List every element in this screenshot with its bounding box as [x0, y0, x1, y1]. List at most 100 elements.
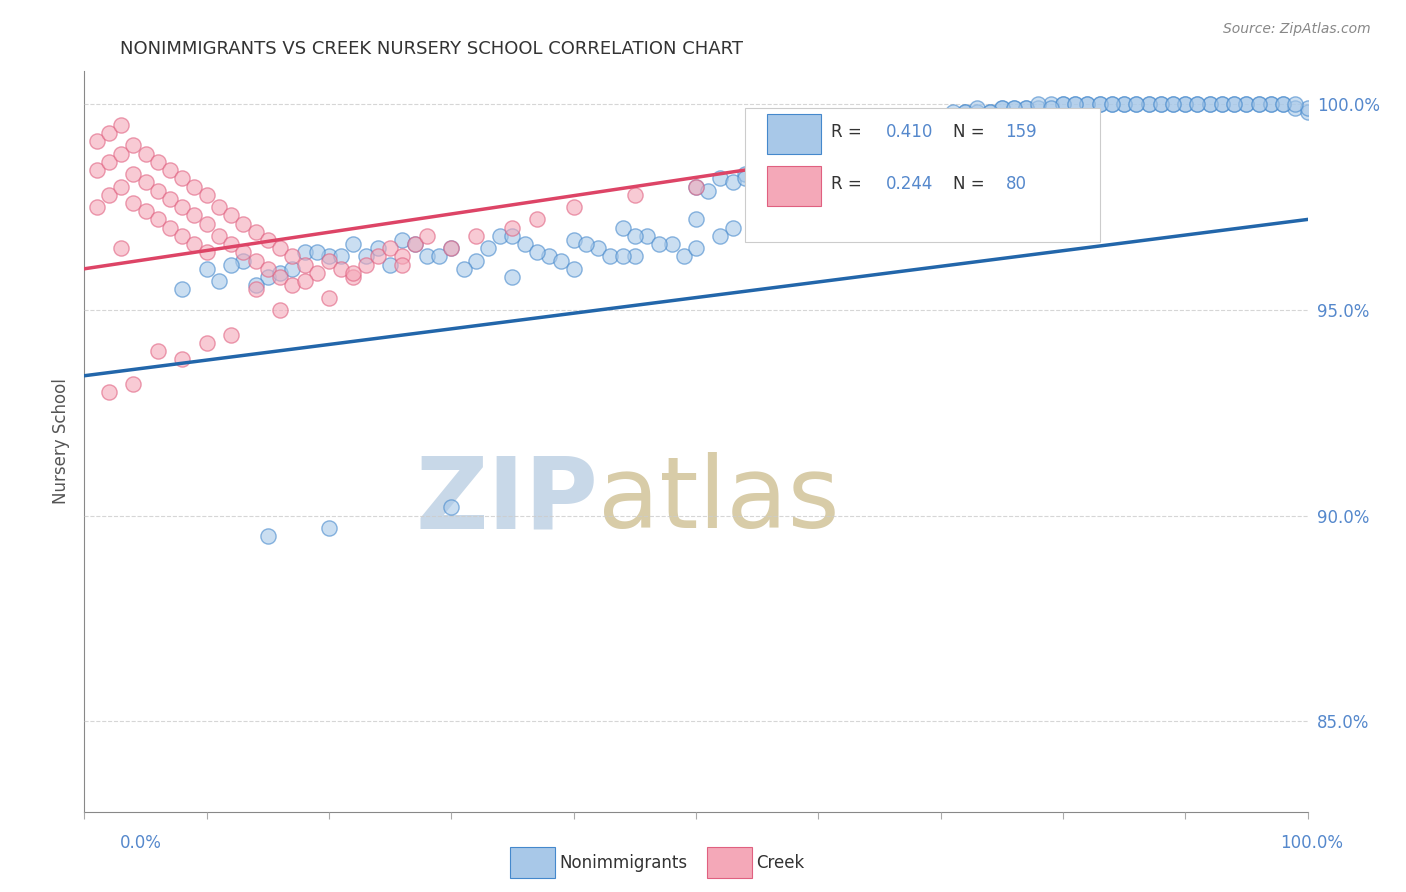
Point	[281, 250, 304, 264]
Point	[122, 196, 145, 211]
Point	[122, 376, 145, 391]
Point	[146, 212, 169, 227]
Point	[416, 250, 439, 264]
Point	[624, 228, 647, 243]
Point	[172, 228, 194, 243]
Point	[991, 101, 1014, 115]
Point	[1198, 97, 1220, 112]
Point	[440, 500, 463, 515]
Point	[195, 245, 218, 260]
Point	[599, 250, 621, 264]
Point	[464, 228, 486, 243]
Point	[354, 258, 377, 272]
Text: 159: 159	[1005, 123, 1038, 141]
Point	[281, 261, 304, 276]
Point	[245, 225, 267, 239]
Point	[110, 241, 132, 255]
Point	[1125, 97, 1147, 112]
Point	[1296, 101, 1319, 115]
Point	[135, 176, 157, 190]
Point	[1223, 97, 1246, 112]
Point	[929, 138, 952, 153]
Point	[709, 228, 731, 243]
FancyBboxPatch shape	[745, 109, 1099, 242]
Point	[685, 241, 707, 255]
Point	[146, 154, 169, 169]
Point	[110, 179, 132, 194]
FancyBboxPatch shape	[766, 114, 821, 154]
Point	[807, 159, 830, 173]
Text: R =: R =	[831, 175, 866, 193]
Point	[1150, 97, 1173, 112]
Point	[1064, 97, 1087, 112]
Point	[1247, 97, 1270, 112]
Point	[440, 241, 463, 255]
Point	[747, 159, 769, 173]
Point	[612, 250, 634, 264]
Text: 0.244: 0.244	[886, 175, 934, 193]
Point	[269, 266, 291, 280]
Point	[195, 187, 218, 202]
Point	[342, 266, 364, 280]
Point	[208, 274, 231, 288]
Point	[232, 253, 254, 268]
Point	[86, 134, 108, 148]
Point	[880, 122, 903, 136]
Point	[721, 176, 744, 190]
Point	[586, 241, 609, 255]
Text: 0.410: 0.410	[886, 123, 934, 141]
Point	[122, 138, 145, 153]
Y-axis label: Nursery School: Nursery School	[52, 378, 70, 505]
Point	[856, 134, 879, 148]
Point	[1174, 97, 1197, 112]
Point	[257, 529, 280, 543]
Point	[734, 167, 756, 181]
Point	[612, 220, 634, 235]
Point	[869, 146, 891, 161]
Point	[453, 261, 475, 276]
Point	[770, 154, 793, 169]
Point	[672, 250, 695, 264]
Point	[1076, 97, 1098, 112]
Point	[404, 237, 426, 252]
Point	[1088, 97, 1111, 112]
Text: Creek: Creek	[756, 854, 804, 871]
Point	[929, 110, 952, 124]
Point	[624, 187, 647, 202]
Point	[1002, 101, 1025, 115]
Point	[820, 134, 842, 148]
Point	[110, 146, 132, 161]
Point	[464, 253, 486, 268]
Point	[1015, 101, 1038, 115]
Point	[305, 266, 328, 280]
Point	[526, 245, 548, 260]
Point	[97, 385, 120, 400]
Point	[183, 208, 205, 222]
Point	[183, 179, 205, 194]
Point	[1039, 97, 1062, 112]
Point	[342, 237, 364, 252]
Text: R =: R =	[831, 123, 866, 141]
Point	[380, 241, 402, 255]
Point	[219, 208, 242, 222]
Point	[219, 327, 242, 342]
Point	[159, 163, 181, 178]
Point	[172, 171, 194, 186]
Point	[648, 237, 671, 252]
Point	[294, 274, 316, 288]
Point	[318, 291, 340, 305]
Point	[1260, 97, 1282, 112]
Text: N =: N =	[953, 175, 990, 193]
Point	[905, 113, 928, 128]
Point	[195, 261, 218, 276]
Point	[305, 245, 328, 260]
Text: atlas: atlas	[598, 452, 839, 549]
Point	[966, 101, 988, 115]
Point	[86, 200, 108, 214]
Point	[502, 220, 524, 235]
Text: ZIP: ZIP	[415, 452, 598, 549]
Text: 0.0%: 0.0%	[120, 834, 162, 852]
Point	[697, 184, 720, 198]
Point	[794, 151, 817, 165]
Point	[172, 200, 194, 214]
